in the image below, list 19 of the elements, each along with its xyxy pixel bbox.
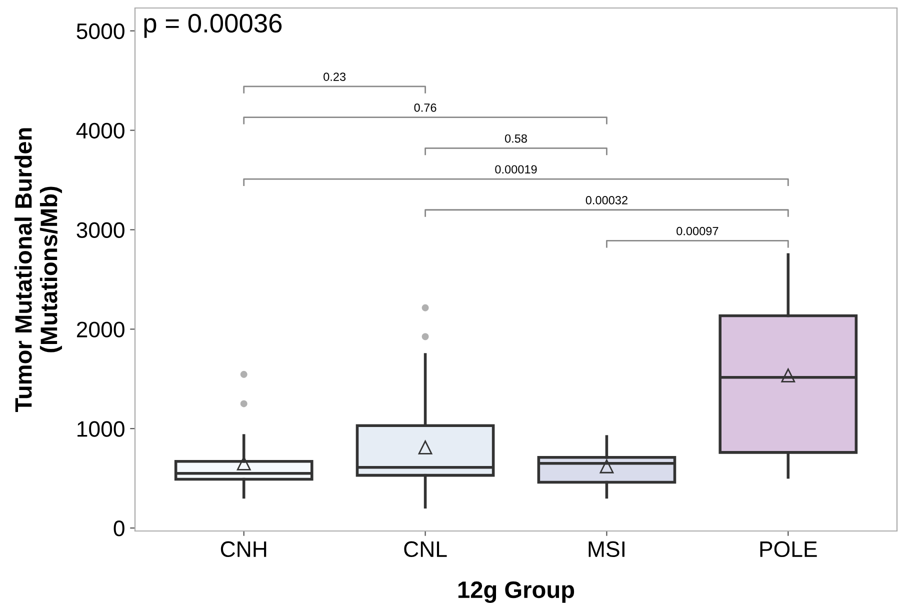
x-tick-label: CNL xyxy=(404,541,447,558)
annotation: 0.00032 xyxy=(586,196,628,204)
x-tick-label: MSI xyxy=(588,541,624,558)
x-axis-title: 12g Group xyxy=(458,581,574,603)
y-tick-label: 4000 xyxy=(76,122,124,139)
y-tick-label: 1000 xyxy=(78,421,124,437)
annotation: 0.00097 xyxy=(676,226,718,236)
x-tick-label: CNH xyxy=(220,541,266,558)
x-tick-label: POLE xyxy=(760,541,817,558)
y-axis-title: Tumor Mutational Burden (Mutations/Mb) xyxy=(14,128,62,412)
annotation: 0.23 xyxy=(324,72,346,81)
y-tick-label: 2000 xyxy=(76,322,124,338)
annotation: 0.76 xyxy=(414,103,436,112)
y-tick-label: 0 xyxy=(114,520,124,536)
y-tick-label: 5000 xyxy=(76,23,124,40)
annotation: p = 0.00036 xyxy=(144,14,282,38)
annotation: 0.00019 xyxy=(495,165,537,174)
annotation: 0.58 xyxy=(504,134,527,143)
y-tick-label: 3000 xyxy=(76,222,124,238)
